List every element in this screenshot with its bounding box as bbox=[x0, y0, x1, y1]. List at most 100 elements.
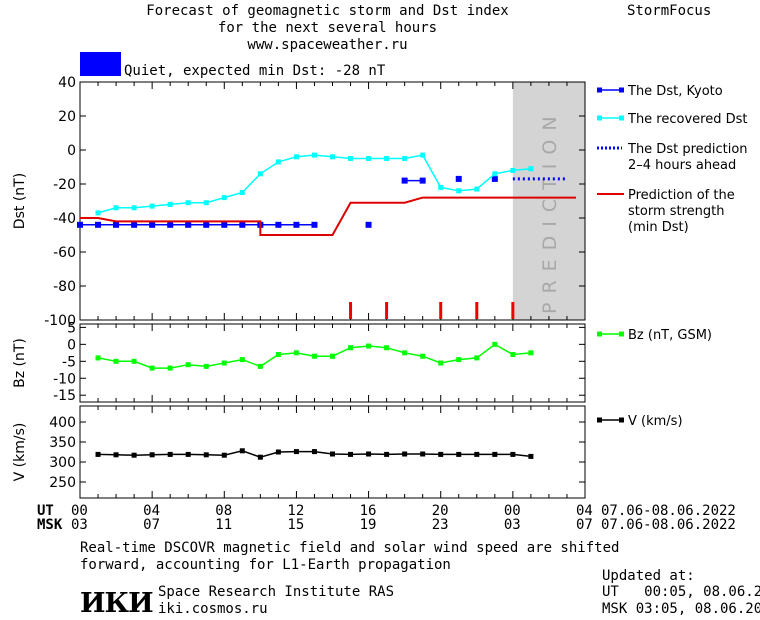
ut-date-range: 07.06-08.06.2022 bbox=[601, 503, 736, 519]
data-point-bz-nt-gsm bbox=[474, 355, 480, 361]
prediction-label: PREDICTION bbox=[539, 107, 561, 314]
y-tick-label: 300 bbox=[49, 455, 76, 471]
panel-frame bbox=[79, 81, 586, 321]
data-point-the-recovered-dst bbox=[384, 156, 390, 161]
y-tick-label: -100 bbox=[44, 313, 76, 329]
data-point-the-dst-kyoto bbox=[239, 221, 246, 228]
y-tick-label: -60 bbox=[53, 245, 76, 261]
legend-marker-the-recovered-dst bbox=[597, 115, 602, 121]
data-point-the-recovered-dst bbox=[366, 156, 372, 161]
legend-label-the-dst-prediction-2-4-hours-ahead: The Dst prediction bbox=[627, 142, 748, 157]
data-point-bz-nt-gsm bbox=[185, 362, 191, 368]
y-tick-label: 5 bbox=[67, 320, 76, 336]
data-point-the-recovered-dst bbox=[438, 184, 444, 190]
data-point-v-km-s bbox=[167, 451, 173, 457]
data-point-the-dst-kyoto bbox=[365, 221, 372, 228]
msk-tick-label: 07 bbox=[576, 517, 593, 533]
data-point-the-recovered-dst bbox=[293, 154, 299, 160]
y-tick-label: 250 bbox=[49, 475, 76, 491]
data-point-bz-nt-gsm bbox=[239, 357, 245, 363]
data-point-the-dst-kyoto bbox=[113, 221, 120, 228]
data-point-bz-nt-gsm bbox=[131, 358, 137, 364]
data-point-v-km-s bbox=[185, 451, 191, 457]
data-point-v-km-s bbox=[456, 451, 462, 457]
y-tick-label: -80 bbox=[53, 279, 76, 295]
data-point-v-km-s bbox=[275, 449, 281, 455]
data-point-the-recovered-dst bbox=[330, 154, 335, 160]
legend-label-prediction-of-the-storm-strength-min-dst: Prediction of the bbox=[628, 188, 735, 203]
institute-site[interactable]: iki.cosmos.ru bbox=[158, 601, 268, 617]
legend-label-v-km-s: V (km/s) bbox=[628, 414, 683, 429]
y-tick-label: -15 bbox=[53, 388, 76, 404]
data-point-v-km-s bbox=[221, 452, 227, 458]
data-point-bz-nt-gsm bbox=[330, 353, 335, 359]
data-point-bz-nt-gsm bbox=[167, 365, 173, 371]
legend-label-the-dst-kyoto: The Dst, Kyoto bbox=[627, 84, 723, 99]
msk-date-range: 07.06-08.06.2022 bbox=[601, 517, 736, 533]
data-point-bz-nt-gsm bbox=[203, 363, 209, 369]
data-point-v-km-s bbox=[420, 451, 426, 457]
data-point-v-km-s bbox=[348, 451, 354, 457]
y-axis-title: Bz (nT) bbox=[12, 338, 28, 388]
data-point-v-km-s bbox=[438, 451, 444, 457]
data-point-the-dst-kyoto bbox=[167, 221, 174, 228]
y-axis-title: V (km/s) bbox=[12, 423, 28, 482]
y-tick-label: 350 bbox=[49, 435, 76, 451]
data-point-bz-nt-gsm bbox=[438, 360, 444, 366]
legend-label-the-recovered-dst: The recovered Dst bbox=[627, 112, 747, 127]
data-point-the-recovered-dst bbox=[456, 188, 462, 194]
data-point-bz-nt-gsm bbox=[275, 352, 281, 358]
data-point-the-dst-kyoto bbox=[77, 221, 83, 228]
y-tick-label: 0 bbox=[67, 337, 76, 353]
data-point-the-recovered-dst bbox=[149, 203, 155, 209]
data-point-the-dst-kyoto bbox=[311, 221, 318, 228]
data-point-v-km-s bbox=[113, 452, 119, 458]
data-point-bz-nt-gsm bbox=[221, 360, 227, 366]
data-point-the-dst-kyoto bbox=[131, 221, 138, 228]
data-point-the-dst-kyoto bbox=[275, 221, 282, 228]
panel-frame bbox=[79, 323, 586, 403]
legend-marker-bz-nt-gsm bbox=[619, 331, 624, 337]
data-point-the-recovered-dst bbox=[113, 205, 119, 211]
data-point-v-km-s bbox=[257, 454, 263, 460]
data-point-the-dst-kyoto bbox=[419, 177, 426, 184]
data-point-v-km-s bbox=[402, 451, 408, 457]
data-point-the-recovered-dst bbox=[95, 210, 101, 216]
data-point-the-recovered-dst bbox=[311, 152, 317, 158]
data-point-bz-nt-gsm bbox=[492, 341, 498, 347]
ut-tick-label: 04 bbox=[143, 503, 160, 519]
ut-axis-label: UT bbox=[37, 503, 54, 519]
y-tick-label: 40 bbox=[58, 75, 76, 91]
y-tick-label: 20 bbox=[58, 109, 76, 125]
data-point-bz-nt-gsm bbox=[95, 355, 101, 361]
data-point-the-recovered-dst bbox=[239, 190, 245, 195]
ut-tick-label: 00 bbox=[71, 503, 88, 519]
legend-label-the-dst-prediction-2-4-hours-ahead: 2–4 hours ahead bbox=[628, 158, 736, 173]
data-point-the-recovered-dst bbox=[492, 171, 498, 177]
msk-tick-label: 11 bbox=[215, 517, 233, 533]
msk-axis-label: MSK bbox=[37, 517, 63, 533]
data-point-v-km-s bbox=[95, 451, 101, 457]
data-point-bz-nt-gsm bbox=[366, 343, 372, 349]
ut-tick-label: 00 bbox=[503, 503, 521, 519]
data-point-v-km-s bbox=[203, 452, 209, 458]
data-point-the-dst-kyoto bbox=[221, 221, 228, 228]
legend-marker-the-recovered-dst bbox=[619, 115, 624, 121]
msk-tick-label: 07 bbox=[143, 517, 160, 533]
msk-tick-label: 15 bbox=[287, 517, 305, 533]
msk-tick-label: 19 bbox=[359, 517, 377, 533]
data-point-the-dst-kyoto bbox=[455, 175, 462, 182]
ut-tick-label: 16 bbox=[359, 503, 377, 519]
data-point-bz-nt-gsm bbox=[384, 345, 390, 351]
data-point-v-km-s bbox=[293, 449, 299, 455]
data-point-bz-nt-gsm bbox=[528, 350, 534, 356]
data-point-v-km-s bbox=[474, 451, 480, 457]
footer-note-line-2: forward, accounting for L1-Earth propaga… bbox=[80, 557, 451, 573]
updated-msk: MSK 03:05, 08.06.2022 bbox=[602, 601, 760, 617]
y-tick-label: 400 bbox=[49, 415, 76, 431]
data-point-bz-nt-gsm bbox=[510, 352, 516, 358]
data-point-v-km-s bbox=[366, 451, 372, 457]
institute-name: Space Research Institute RAS bbox=[158, 584, 395, 600]
data-point-the-dst-kyoto bbox=[149, 221, 156, 228]
ut-tick-label: 08 bbox=[215, 503, 233, 519]
